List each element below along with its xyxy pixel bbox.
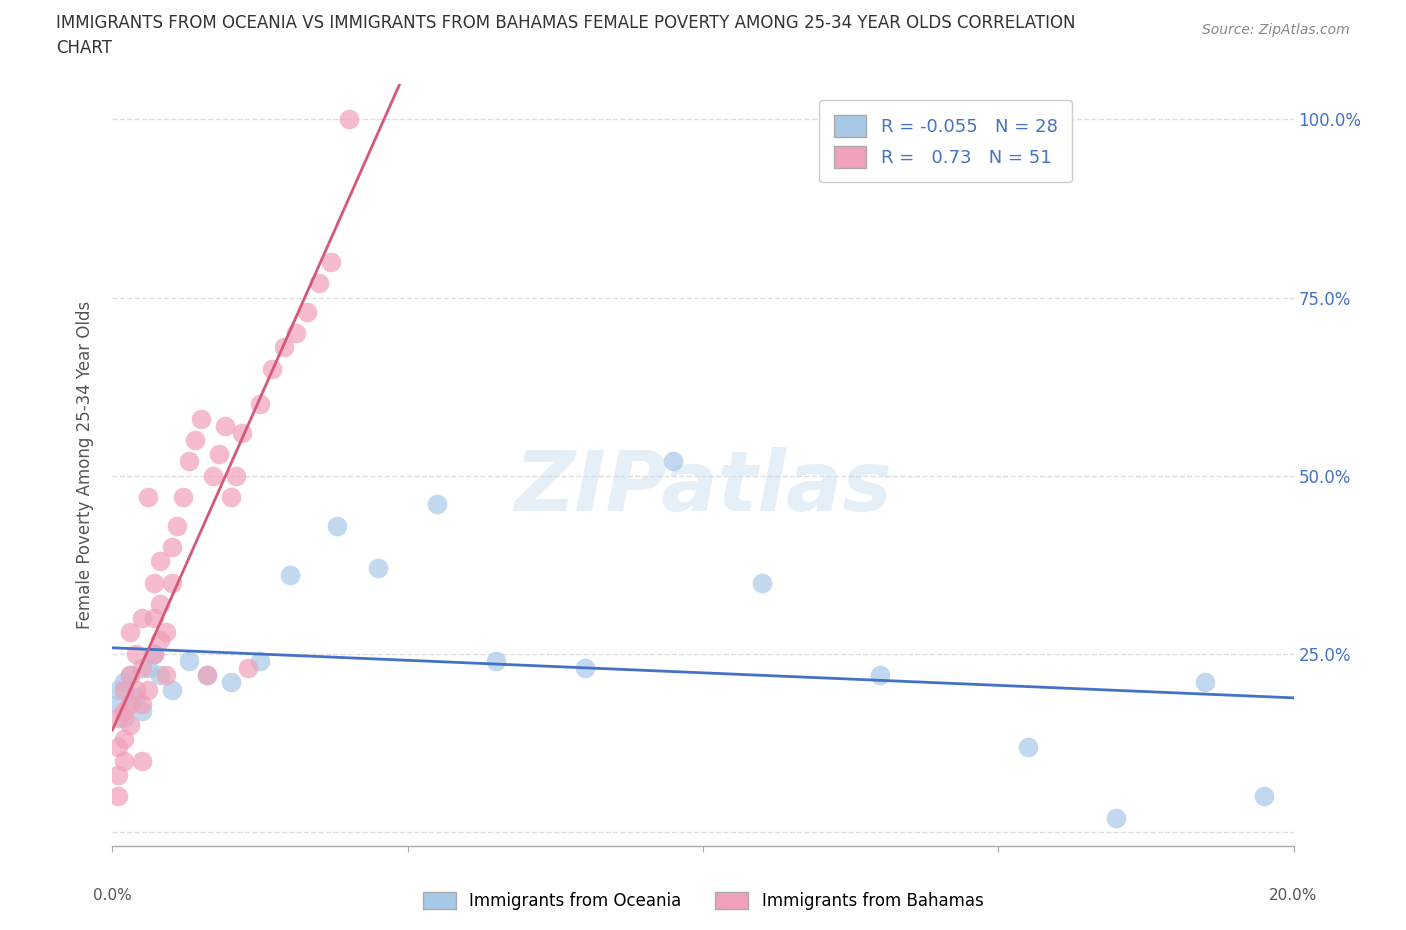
Point (107, 739, 129, 754)
Point (485, 654, 508, 669)
Point (662, 454, 685, 469)
Point (1017, 739, 1039, 754)
Point (201, 468, 224, 483)
Point (142, 646, 165, 661)
Point (112, 675, 135, 690)
Point (214, 418, 236, 433)
Text: ZIPatlas: ZIPatlas (515, 447, 891, 528)
Point (142, 611, 165, 626)
Point (273, 340, 295, 355)
Point (160, 539, 183, 554)
Point (149, 596, 172, 611)
Point (326, 518, 349, 533)
Point (149, 553, 172, 568)
Text: 20.0%: 20.0% (1270, 888, 1317, 903)
Point (107, 697, 129, 711)
Text: 0.0%: 0.0% (93, 888, 132, 903)
Point (166, 518, 188, 533)
Point (1194, 675, 1216, 690)
Point (131, 703, 153, 718)
Text: Source: ZipAtlas.com: Source: ZipAtlas.com (1202, 23, 1350, 37)
Point (120, 697, 142, 711)
Point (319, 255, 342, 270)
Point (160, 575, 183, 590)
Point (208, 447, 231, 462)
Point (574, 660, 596, 675)
Point (136, 489, 159, 504)
Point (149, 668, 172, 683)
Point (179, 654, 201, 669)
Point (142, 646, 165, 661)
Point (136, 660, 159, 675)
Legend: R = -0.055   N = 28, R =   0.73   N = 51: R = -0.055 N = 28, R = 0.73 N = 51 (820, 100, 1071, 182)
Point (225, 468, 247, 483)
Point (131, 660, 153, 675)
Point (125, 646, 148, 661)
Point (125, 689, 148, 704)
Point (426, 497, 449, 512)
Point (107, 789, 129, 804)
Point (120, 668, 142, 683)
Point (231, 426, 253, 441)
Point (1105, 810, 1128, 825)
Point (172, 489, 194, 504)
Point (112, 703, 135, 718)
Point (260, 362, 283, 377)
Point (337, 112, 360, 126)
Point (160, 682, 183, 697)
Point (195, 668, 218, 683)
Text: CHART: CHART (56, 39, 112, 57)
Point (190, 411, 212, 426)
Point (278, 568, 301, 583)
Point (107, 767, 129, 782)
Y-axis label: Female Poverty Among 25-34 Year Olds: Female Poverty Among 25-34 Year Olds (76, 301, 94, 629)
Point (112, 732, 135, 747)
Point (136, 682, 159, 697)
Point (149, 632, 172, 647)
Point (238, 660, 260, 675)
Point (184, 432, 207, 447)
Point (179, 454, 201, 469)
Point (131, 697, 153, 711)
Point (249, 397, 271, 412)
Point (120, 625, 142, 640)
Point (155, 625, 177, 640)
Point (112, 753, 135, 768)
Point (297, 304, 319, 319)
Point (219, 489, 242, 504)
Point (131, 611, 153, 626)
Point (195, 668, 218, 683)
Legend: Immigrants from Oceania, Immigrants from Bahamas: Immigrants from Oceania, Immigrants from… (416, 885, 990, 917)
Point (869, 668, 891, 683)
Point (249, 654, 271, 669)
Point (107, 711, 129, 725)
Point (112, 682, 135, 697)
Point (112, 711, 135, 725)
Point (751, 575, 773, 590)
Point (107, 682, 129, 697)
Point (367, 561, 389, 576)
Point (1253, 789, 1275, 804)
Point (308, 276, 330, 291)
Point (142, 575, 165, 590)
Point (131, 753, 153, 768)
Point (120, 668, 142, 683)
Point (125, 682, 148, 697)
Text: IMMIGRANTS FROM OCEANIA VS IMMIGRANTS FROM BAHAMAS FEMALE POVERTY AMONG 25-34 YE: IMMIGRANTS FROM OCEANIA VS IMMIGRANTS FR… (56, 14, 1076, 32)
Point (120, 718, 142, 733)
Point (219, 675, 242, 690)
Point (155, 668, 177, 683)
Point (284, 326, 307, 340)
